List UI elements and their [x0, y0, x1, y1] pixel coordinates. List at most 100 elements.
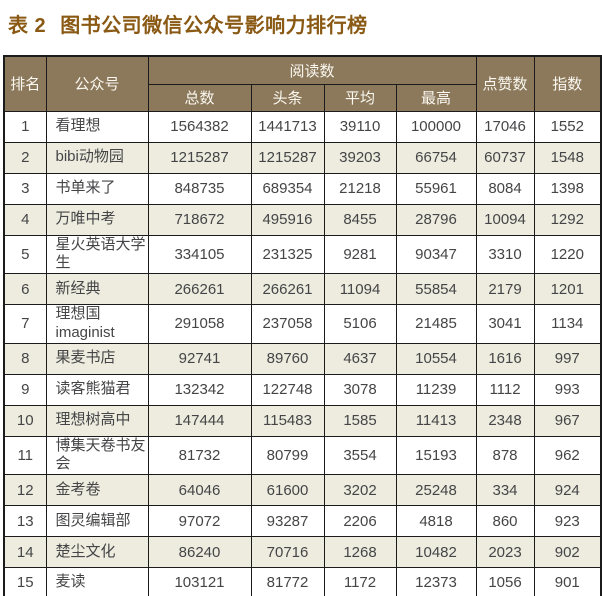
- reads-max-cell: 55961: [395, 172, 477, 205]
- reads-total-cell: 64046: [147, 474, 252, 506]
- reads-total-cell: 718672: [147, 203, 252, 236]
- likes-cell: 860: [475, 505, 535, 537]
- reads-avg-cell: 39203: [323, 141, 397, 174]
- table-row: 4 万唯中考 718672 495916 8455 28796 10094 12…: [3, 203, 602, 236]
- table-row: 11 博集天卷书友会 81732 80799 3554 15193 878 96…: [3, 435, 602, 475]
- index-cell: 997: [533, 342, 602, 375]
- header-reads-group: 阅读数: [147, 55, 477, 85]
- rank-cell: 2: [3, 141, 47, 174]
- reads-headline-cell: 70716: [250, 536, 325, 568]
- account-cell: 图灵编辑部: [45, 505, 149, 537]
- reads-avg-cell: 3078: [323, 373, 397, 406]
- reads-avg-cell: 4637: [323, 342, 397, 375]
- ranking-table: 排名 公众号 阅读数 点赞数 指数 总数 头条 平均 最高 1 看理想 1564…: [3, 55, 602, 596]
- header-reads-headline: 头条: [250, 83, 325, 112]
- reads-headline-cell: 81772: [250, 567, 325, 596]
- reads-total-cell: 81732: [147, 435, 252, 475]
- account-cell: 麦读: [45, 567, 149, 596]
- likes-cell: 2348: [475, 404, 535, 437]
- reads-avg-cell: 21218: [323, 172, 397, 205]
- likes-cell: 10094: [475, 203, 535, 236]
- reads-max-cell: 12373: [395, 567, 477, 596]
- reads-avg-cell: 1585: [323, 404, 397, 437]
- table-row: 13 图灵编辑部 97072 93287 2206 4818 860 923: [3, 505, 602, 537]
- header-index: 指数: [533, 55, 602, 112]
- likes-cell: 60737: [475, 141, 535, 174]
- header-reads-max: 最高: [395, 83, 477, 112]
- index-cell: 923: [533, 505, 602, 537]
- likes-cell: 2179: [475, 273, 535, 305]
- reads-max-cell: 15193: [395, 435, 477, 475]
- reads-max-cell: 25248: [395, 474, 477, 506]
- reads-total-cell: 848735: [147, 172, 252, 205]
- table-row: 10 理想树高中 147444 115483 1585 11413 2348 9…: [3, 404, 602, 437]
- rank-cell: 4: [3, 203, 47, 236]
- reads-headline-cell: 237058: [250, 304, 325, 344]
- reads-headline-cell: 61600: [250, 474, 325, 506]
- rank-cell: 7: [3, 304, 47, 344]
- rank-cell: 10: [3, 404, 47, 437]
- reads-avg-cell: 3554: [323, 435, 397, 475]
- table-row: 3 书单来了 848735 689354 21218 55961 8084 13…: [3, 172, 602, 205]
- table-row: 8 果麦书店 92741 89760 4637 10554 1616 997: [3, 342, 602, 375]
- index-cell: 902: [533, 536, 602, 568]
- reads-max-cell: 55854: [395, 273, 477, 305]
- rank-cell: 12: [3, 474, 47, 506]
- likes-cell: 334: [475, 474, 535, 506]
- reads-headline-cell: 115483: [250, 404, 325, 437]
- index-cell: 1292: [533, 203, 602, 236]
- reads-total-cell: 97072: [147, 505, 252, 537]
- index-cell: 993: [533, 373, 602, 406]
- reads-headline-cell: 495916: [250, 203, 325, 236]
- reads-total-cell: 86240: [147, 536, 252, 568]
- header-account: 公众号: [45, 55, 149, 112]
- table-row: 1 看理想 1564382 1441713 39110 100000 17046…: [3, 110, 602, 143]
- reads-headline-cell: 93287: [250, 505, 325, 537]
- account-cell: bibi动物园: [45, 141, 149, 174]
- likes-cell: 2023: [475, 536, 535, 568]
- reads-avg-cell: 11094: [323, 273, 397, 305]
- likes-cell: 1112: [475, 373, 535, 406]
- reads-max-cell: 90347: [395, 234, 477, 274]
- table-header: 排名 公众号 阅读数 点赞数 指数 总数 头条 平均 最高: [3, 55, 602, 112]
- reads-avg-cell: 1268: [323, 536, 397, 568]
- rank-cell: 8: [3, 342, 47, 375]
- reads-avg-cell: 5106: [323, 304, 397, 344]
- index-cell: 1398: [533, 172, 602, 205]
- account-cell: 书单来了: [45, 172, 149, 205]
- account-cell: 果麦书店: [45, 342, 149, 375]
- reads-total-cell: 1564382: [147, 110, 252, 143]
- rank-cell: 11: [3, 435, 47, 475]
- account-cell: 新经典: [45, 273, 149, 305]
- index-cell: 967: [533, 404, 602, 437]
- account-cell: 星火英语大学生: [45, 234, 149, 274]
- index-cell: 1220: [533, 234, 602, 274]
- table-caption-label: 表 2: [8, 15, 47, 37]
- account-cell: 万唯中考: [45, 203, 149, 236]
- reads-max-cell: 4818: [395, 505, 477, 537]
- rank-cell: 6: [3, 273, 47, 305]
- rank-cell: 9: [3, 373, 47, 406]
- table-caption-text: 图书公司微信公众号影响力排行榜: [60, 15, 368, 37]
- account-cell: 博集天卷书友会: [45, 435, 149, 475]
- header-likes: 点赞数: [475, 55, 535, 112]
- reads-total-cell: 266261: [147, 273, 252, 305]
- reads-headline-cell: 122748: [250, 373, 325, 406]
- table-caption: 表 2 图书公司微信公众号影响力排行榜: [8, 9, 368, 38]
- table-row: 14 楚尘文化 86240 70716 1268 10482 2023 902: [3, 536, 602, 568]
- index-cell: 1548: [533, 141, 602, 174]
- index-cell: 924: [533, 474, 602, 506]
- account-cell: 楚尘文化: [45, 536, 149, 568]
- reads-max-cell: 21485: [395, 304, 477, 344]
- reads-total-cell: 103121: [147, 567, 252, 596]
- account-cell: 读客熊猫君: [45, 373, 149, 406]
- index-cell: 1552: [533, 110, 602, 143]
- reads-total-cell: 334105: [147, 234, 252, 274]
- likes-cell: 17046: [475, 110, 535, 143]
- reads-avg-cell: 9281: [323, 234, 397, 274]
- reads-headline-cell: 1441713: [250, 110, 325, 143]
- reads-max-cell: 11413: [395, 404, 477, 437]
- reads-total-cell: 132342: [147, 373, 252, 406]
- table-row: 5 星火英语大学生 334105 231325 9281 90347 3310 …: [3, 234, 602, 274]
